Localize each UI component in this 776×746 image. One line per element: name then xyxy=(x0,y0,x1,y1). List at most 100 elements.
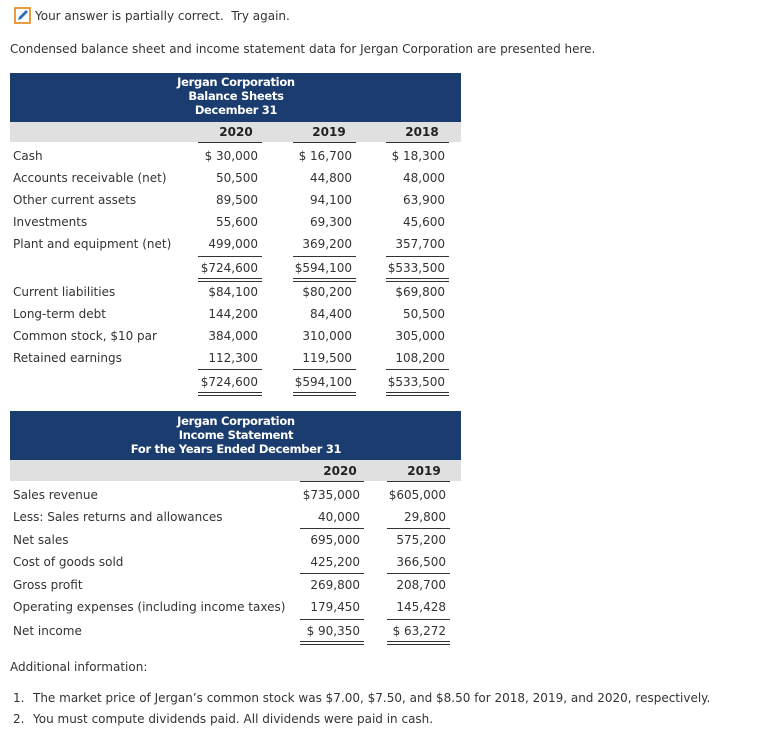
cell: 695,000 xyxy=(310,533,360,547)
cell: $605,000 xyxy=(388,488,446,502)
row-label: Net income xyxy=(13,624,82,638)
rule xyxy=(386,256,449,257)
cell: 357,700 xyxy=(395,237,445,251)
cell: $ 30,000 xyxy=(204,149,258,163)
cell: 63,900 xyxy=(403,193,445,207)
rule xyxy=(387,619,450,620)
row-label: Cash xyxy=(13,149,43,163)
cell: 179,450 xyxy=(310,600,360,614)
double-rule xyxy=(293,278,356,282)
row-label: Operating expenses (including income tax… xyxy=(13,600,286,614)
column-header: 2018 xyxy=(405,125,439,139)
row-label: Cost of goods sold xyxy=(13,555,124,569)
cell: 112,300 xyxy=(208,351,258,365)
title-line: Income Statement xyxy=(178,428,294,442)
cell: 108,200 xyxy=(395,351,445,365)
cell: $ 16,700 xyxy=(298,149,352,163)
cell: 208,700 xyxy=(396,578,446,592)
balance-sheet-column-header xyxy=(10,122,461,142)
row-label: Plant and equipment (net) xyxy=(13,237,172,251)
rule xyxy=(293,142,356,143)
rule xyxy=(293,369,356,370)
row-label: Accounts receivable (net) xyxy=(13,171,167,185)
feedback-icon xyxy=(14,7,31,24)
cell: 69,300 xyxy=(310,215,352,229)
cell: 145,428 xyxy=(396,600,446,614)
cell: 144,200 xyxy=(208,307,258,321)
intro: Condensed balance sheet and income state… xyxy=(10,42,596,56)
cell: 366,500 xyxy=(396,555,446,569)
cell: 50,500 xyxy=(403,307,445,321)
title-line: For the Years Ended December 31 xyxy=(130,442,342,456)
cell: 40,000 xyxy=(318,510,360,524)
cell: 48,000 xyxy=(403,171,445,185)
rule xyxy=(293,256,356,257)
total-cell: $724,600 xyxy=(200,375,258,389)
feedback: Your answer is partially correct. Try ag… xyxy=(35,9,290,23)
cell: 29,800 xyxy=(404,510,446,524)
total-cell: $533,500 xyxy=(387,261,445,275)
cell: 269,800 xyxy=(310,578,360,592)
cell: $ 90,350 xyxy=(306,624,360,638)
cell: $84,100 xyxy=(208,285,258,299)
balance-sheet-header xyxy=(10,73,461,122)
row-label: Other current assets xyxy=(13,193,137,207)
cell: 89,500 xyxy=(216,193,258,207)
row-label: Net sales xyxy=(13,533,69,547)
rule xyxy=(387,481,450,482)
cell: $ 18,300 xyxy=(391,149,445,163)
income-statement-column-header xyxy=(10,460,461,481)
row-label: Current liabilities xyxy=(13,285,116,299)
double-rule xyxy=(386,392,449,396)
income-statement-header xyxy=(10,411,461,460)
cell: 84,400 xyxy=(310,307,352,321)
cell: 50,500 xyxy=(216,171,258,185)
column-header: 2019 xyxy=(407,464,441,478)
total-cell: $533,500 xyxy=(387,375,445,389)
column-header: 2020 xyxy=(219,125,253,139)
row-label: Sales revenue xyxy=(13,488,98,502)
total-cell: $594,100 xyxy=(294,261,352,275)
double-rule xyxy=(386,278,449,282)
total-cell: $594,100 xyxy=(294,375,352,389)
item-number: 1. xyxy=(13,691,25,705)
item-text: You must compute dividends paid. All div… xyxy=(33,712,434,726)
cell: 94,100 xyxy=(310,193,352,207)
row-label: Gross profit xyxy=(13,578,83,592)
cell: 575,200 xyxy=(396,533,446,547)
column-header: 2019 xyxy=(312,125,346,139)
title-line: Jergan Corporation xyxy=(177,414,295,428)
row-label: Investments xyxy=(13,215,88,229)
cell: $735,000 xyxy=(302,488,360,502)
double-rule xyxy=(198,278,262,282)
rule xyxy=(198,256,262,257)
cell: 369,200 xyxy=(302,237,352,251)
item-number: 2. xyxy=(13,712,25,726)
additional-heading: Additional information: xyxy=(10,660,148,674)
rule xyxy=(300,619,364,620)
cell: 44,800 xyxy=(310,171,352,185)
item-text: The market price of Jergan’s common stoc… xyxy=(33,691,711,705)
cell: $80,200 xyxy=(302,285,352,299)
rule xyxy=(387,573,450,574)
row-label: Long-term debt xyxy=(13,307,107,321)
cell: 310,000 xyxy=(302,329,352,343)
double-rule xyxy=(198,392,262,396)
rule xyxy=(300,481,364,482)
cell: 305,000 xyxy=(395,329,445,343)
total-cell: $724,600 xyxy=(200,261,258,275)
rule xyxy=(198,369,262,370)
cell: 425,200 xyxy=(310,555,360,569)
title-line: Balance Sheets xyxy=(188,89,284,103)
rule xyxy=(386,142,449,143)
double-rule xyxy=(387,641,450,645)
rule xyxy=(300,573,364,574)
title-line: December 31 xyxy=(194,103,278,117)
cell: 45,600 xyxy=(403,215,445,229)
cell: $69,800 xyxy=(395,285,445,299)
row-label: Retained earnings xyxy=(13,351,122,365)
rule xyxy=(386,369,449,370)
row-label: Common stock, $10 par xyxy=(13,329,157,343)
double-rule xyxy=(293,392,356,396)
